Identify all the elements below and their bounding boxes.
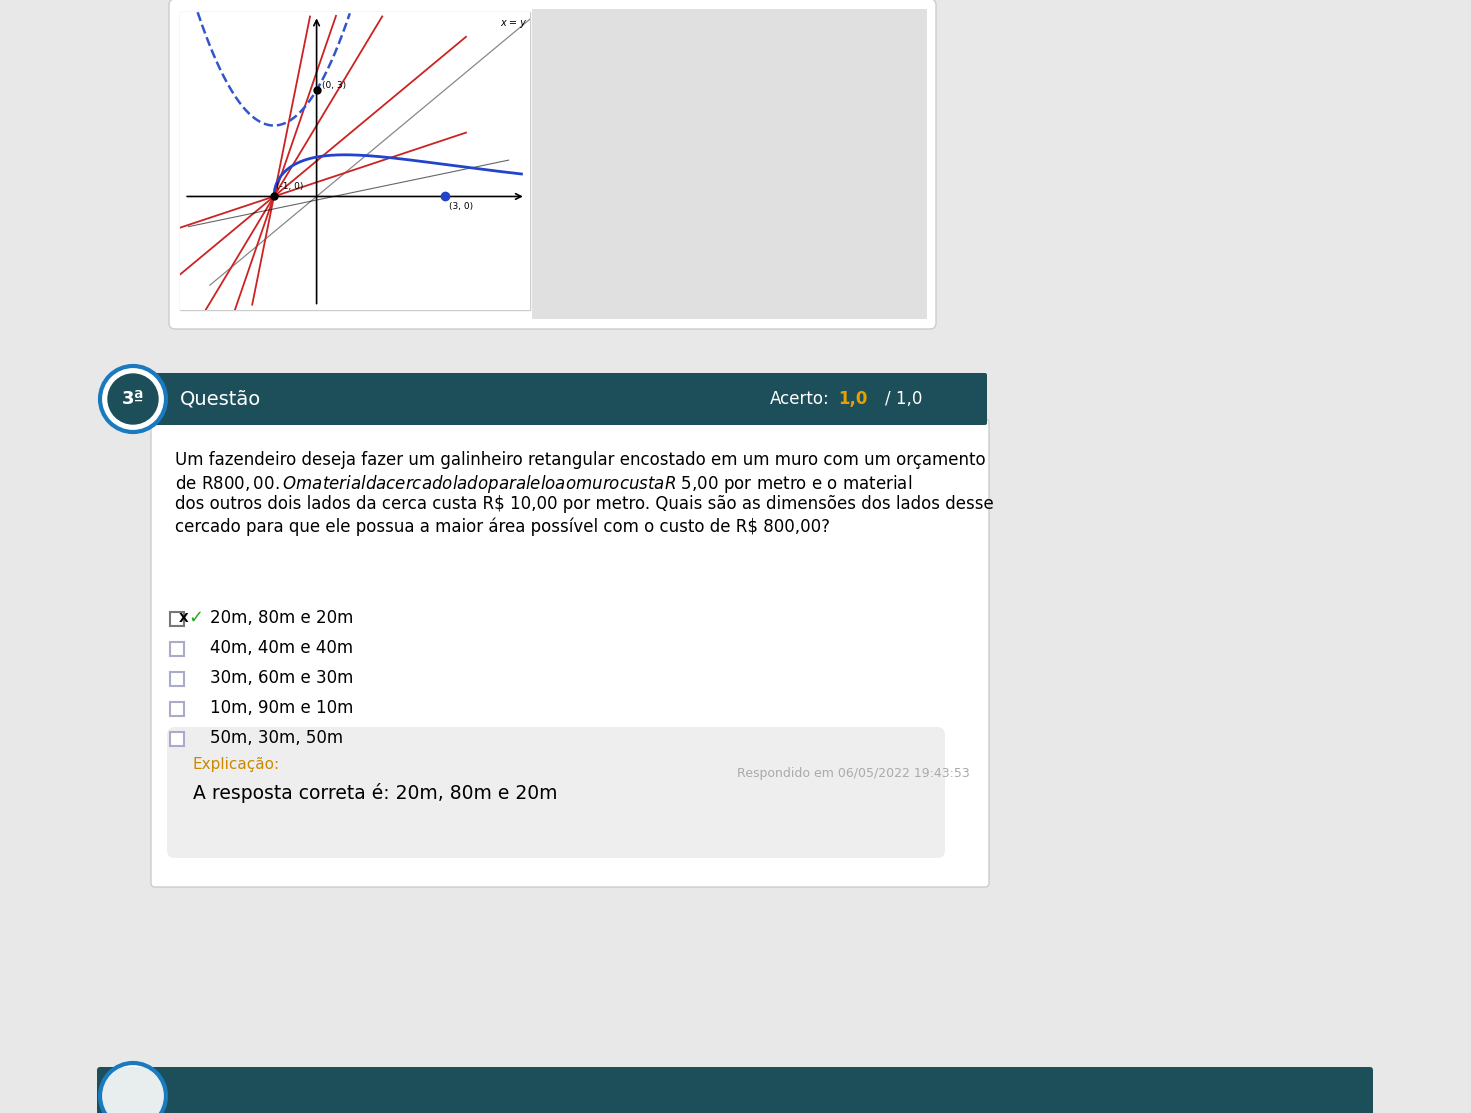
Text: 30m, 60m e 30m: 30m, 60m e 30m [210, 669, 353, 687]
Circle shape [100, 366, 166, 432]
Text: X: X [179, 611, 188, 624]
Text: Um fazendeiro deseja fazer um galinheiro retangular encostado em um muro com um : Um fazendeiro deseja fazer um galinheiro… [175, 451, 986, 469]
Bar [171, 702, 184, 716]
Text: / 1,0: / 1,0 [886, 390, 922, 408]
Text: (3, 0): (3, 0) [449, 201, 474, 210]
Text: 20m, 80m e 20m: 20m, 80m e 20m [210, 609, 353, 627]
Bar [171, 732, 184, 746]
Text: Acerto:: Acerto: [771, 390, 830, 408]
Text: (-1, 0): (-1, 0) [277, 181, 303, 190]
Text: 3ª: 3ª [122, 390, 144, 408]
Bar [171, 612, 184, 626]
FancyBboxPatch shape [97, 1067, 1372, 1113]
Bar [533, 9, 927, 319]
Text: 10m, 90m e 10m: 10m, 90m e 10m [210, 699, 353, 717]
Text: 40m, 40m e 40m: 40m, 40m e 40m [210, 639, 353, 657]
Text: Questão: Questão [179, 390, 262, 408]
FancyBboxPatch shape [152, 418, 989, 887]
Text: cercado para que ele possua a maior área possível com o custo de R$ 800,00?: cercado para que ele possua a maior área… [175, 518, 830, 535]
Bar [171, 672, 184, 686]
Text: de R$ 800,00. O material da cerca do lado paralelo ao muro custa R$ 5,00 por met: de R$ 800,00. O material da cerca do lad… [175, 473, 912, 495]
Text: (0, 3): (0, 3) [322, 81, 346, 90]
Text: Respondido em 06/05/2022 19:43:53: Respondido em 06/05/2022 19:43:53 [737, 767, 969, 779]
Text: ✓: ✓ [188, 609, 203, 627]
Circle shape [107, 374, 157, 424]
Text: x = y: x = y [500, 18, 527, 28]
Text: Explicação:: Explicação: [193, 757, 279, 772]
Text: dos outros dois lados da cerca custa R$ 10,00 por metro. Quais são as dimensões : dos outros dois lados da cerca custa R$ … [175, 495, 994, 513]
Bar [171, 642, 184, 656]
FancyBboxPatch shape [153, 373, 987, 425]
Text: A resposta correta é: 20m, 80m e 20m: A resposta correta é: 20m, 80m e 20m [193, 784, 558, 802]
Bar [179, 12, 530, 311]
Text: 50m, 30m, 50m: 50m, 30m, 50m [210, 729, 343, 747]
FancyBboxPatch shape [169, 0, 936, 329]
Text: 1,0: 1,0 [838, 390, 868, 408]
FancyBboxPatch shape [168, 727, 944, 858]
Circle shape [100, 1063, 166, 1113]
